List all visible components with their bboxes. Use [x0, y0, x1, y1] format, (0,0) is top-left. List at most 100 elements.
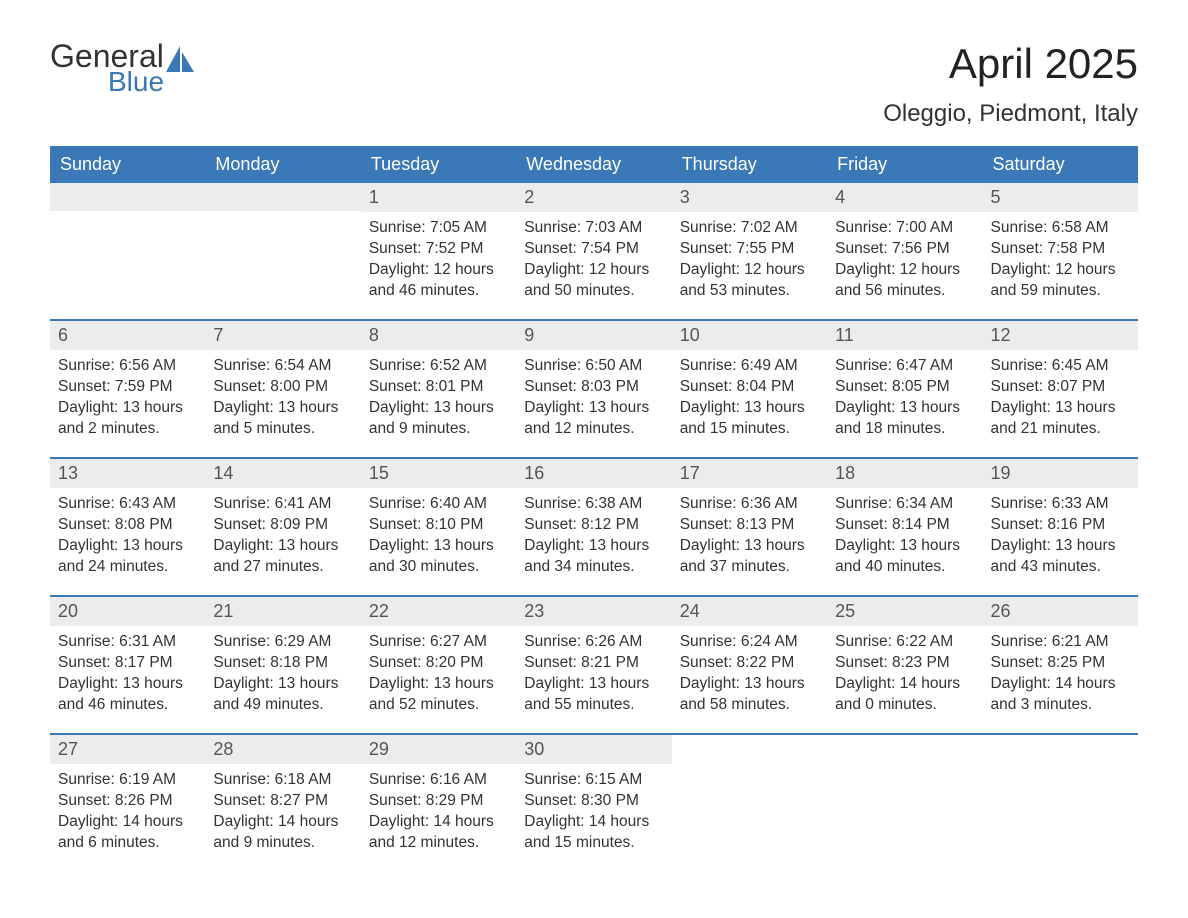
sunset-line: Sunset: 8:29 PM	[369, 791, 508, 812]
sunset-line: Sunset: 8:27 PM	[213, 791, 352, 812]
daylight-line-1: Daylight: 12 hours	[369, 260, 508, 281]
daylight-line-2: and 34 minutes.	[524, 557, 663, 578]
calendar-day-cell	[983, 735, 1138, 865]
sunrise-line: Sunrise: 6:22 AM	[835, 632, 974, 653]
day-body: Sunrise: 6:29 AMSunset: 8:18 PMDaylight:…	[205, 626, 360, 726]
sunrise-line: Sunrise: 6:54 AM	[213, 356, 352, 377]
day-body: Sunrise: 6:16 AMSunset: 8:29 PMDaylight:…	[361, 764, 516, 864]
sunset-line: Sunset: 8:30 PM	[524, 791, 663, 812]
daylight-line-1: Daylight: 12 hours	[835, 260, 974, 281]
calendar-day-cell: 4Sunrise: 7:00 AMSunset: 7:56 PMDaylight…	[827, 183, 982, 313]
sunset-line: Sunset: 8:13 PM	[680, 515, 819, 536]
calendar-day-cell: 29Sunrise: 6:16 AMSunset: 8:29 PMDayligh…	[361, 735, 516, 865]
daylight-line-1: Daylight: 13 hours	[680, 398, 819, 419]
daylight-line-1: Daylight: 13 hours	[369, 674, 508, 695]
day-number: 15	[361, 459, 516, 488]
sunset-line: Sunset: 8:17 PM	[58, 653, 197, 674]
daylight-line-1: Daylight: 12 hours	[680, 260, 819, 281]
day-number: 20	[50, 597, 205, 626]
day-body: Sunrise: 6:31 AMSunset: 8:17 PMDaylight:…	[50, 626, 205, 726]
daylight-line-2: and 27 minutes.	[213, 557, 352, 578]
calendar-week: 1Sunrise: 7:05 AMSunset: 7:52 PMDaylight…	[50, 183, 1138, 313]
calendar-day-cell: 10Sunrise: 6:49 AMSunset: 8:04 PMDayligh…	[672, 321, 827, 451]
sunset-line: Sunset: 7:58 PM	[991, 239, 1130, 260]
daylight-line-2: and 5 minutes.	[213, 419, 352, 440]
sunrise-line: Sunrise: 7:00 AM	[835, 218, 974, 239]
daylight-line-2: and 49 minutes.	[213, 695, 352, 716]
day-number: 17	[672, 459, 827, 488]
weekday-header-cell: Friday	[827, 146, 982, 183]
sunrise-line: Sunrise: 6:52 AM	[369, 356, 508, 377]
day-number: 23	[516, 597, 671, 626]
daylight-line-1: Daylight: 14 hours	[524, 812, 663, 833]
calendar-day-cell: 26Sunrise: 6:21 AMSunset: 8:25 PMDayligh…	[983, 597, 1138, 727]
sail-icon	[166, 46, 194, 77]
sunset-line: Sunset: 7:55 PM	[680, 239, 819, 260]
empty-day-number	[50, 183, 205, 211]
sunset-line: Sunset: 8:18 PM	[213, 653, 352, 674]
calendar-day-cell: 23Sunrise: 6:26 AMSunset: 8:21 PMDayligh…	[516, 597, 671, 727]
day-number: 1	[361, 183, 516, 212]
daylight-line-2: and 55 minutes.	[524, 695, 663, 716]
day-body: Sunrise: 6:18 AMSunset: 8:27 PMDaylight:…	[205, 764, 360, 864]
sunrise-line: Sunrise: 6:56 AM	[58, 356, 197, 377]
calendar-day-cell: 28Sunrise: 6:18 AMSunset: 8:27 PMDayligh…	[205, 735, 360, 865]
daylight-line-1: Daylight: 13 hours	[835, 398, 974, 419]
sunrise-line: Sunrise: 6:43 AM	[58, 494, 197, 515]
calendar-day-cell: 15Sunrise: 6:40 AMSunset: 8:10 PMDayligh…	[361, 459, 516, 589]
daylight-line-1: Daylight: 14 hours	[213, 812, 352, 833]
daylight-line-1: Daylight: 13 hours	[213, 674, 352, 695]
calendar-day-cell: 8Sunrise: 6:52 AMSunset: 8:01 PMDaylight…	[361, 321, 516, 451]
daylight-line-2: and 9 minutes.	[369, 419, 508, 440]
weekday-header-cell: Thursday	[672, 146, 827, 183]
day-body: Sunrise: 6:15 AMSunset: 8:30 PMDaylight:…	[516, 764, 671, 864]
daylight-line-1: Daylight: 13 hours	[524, 674, 663, 695]
daylight-line-1: Daylight: 13 hours	[524, 536, 663, 557]
daylight-line-2: and 6 minutes.	[58, 833, 197, 854]
day-number: 14	[205, 459, 360, 488]
sunrise-line: Sunrise: 6:47 AM	[835, 356, 974, 377]
sunset-line: Sunset: 7:52 PM	[369, 239, 508, 260]
day-body: Sunrise: 6:26 AMSunset: 8:21 PMDaylight:…	[516, 626, 671, 726]
day-body: Sunrise: 6:58 AMSunset: 7:58 PMDaylight:…	[983, 212, 1138, 312]
day-number: 5	[983, 183, 1138, 212]
day-body: Sunrise: 6:22 AMSunset: 8:23 PMDaylight:…	[827, 626, 982, 726]
daylight-line-1: Daylight: 13 hours	[680, 674, 819, 695]
daylight-line-1: Daylight: 13 hours	[369, 536, 508, 557]
daylight-line-2: and 24 minutes.	[58, 557, 197, 578]
calendar-week: 20Sunrise: 6:31 AMSunset: 8:17 PMDayligh…	[50, 595, 1138, 727]
calendar-day-cell: 1Sunrise: 7:05 AMSunset: 7:52 PMDaylight…	[361, 183, 516, 313]
day-number: 9	[516, 321, 671, 350]
day-number: 30	[516, 735, 671, 764]
calendar-day-cell	[50, 183, 205, 313]
day-body: Sunrise: 6:41 AMSunset: 8:09 PMDaylight:…	[205, 488, 360, 588]
calendar-day-cell	[827, 735, 982, 865]
logo-word-2: Blue	[108, 68, 164, 96]
calendar-day-cell: 6Sunrise: 6:56 AMSunset: 7:59 PMDaylight…	[50, 321, 205, 451]
daylight-line-1: Daylight: 13 hours	[58, 536, 197, 557]
day-number: 2	[516, 183, 671, 212]
daylight-line-2: and 3 minutes.	[991, 695, 1130, 716]
sunrise-line: Sunrise: 6:34 AM	[835, 494, 974, 515]
calendar-day-cell: 25Sunrise: 6:22 AMSunset: 8:23 PMDayligh…	[827, 597, 982, 727]
daylight-line-2: and 40 minutes.	[835, 557, 974, 578]
daylight-line-2: and 46 minutes.	[369, 281, 508, 302]
calendar-day-cell: 7Sunrise: 6:54 AMSunset: 8:00 PMDaylight…	[205, 321, 360, 451]
day-body: Sunrise: 7:03 AMSunset: 7:54 PMDaylight:…	[516, 212, 671, 312]
day-number: 29	[361, 735, 516, 764]
sunrise-line: Sunrise: 6:24 AM	[680, 632, 819, 653]
calendar-day-cell: 21Sunrise: 6:29 AMSunset: 8:18 PMDayligh…	[205, 597, 360, 727]
calendar-day-cell	[672, 735, 827, 865]
calendar-day-cell: 30Sunrise: 6:15 AMSunset: 8:30 PMDayligh…	[516, 735, 671, 865]
day-number: 22	[361, 597, 516, 626]
sunset-line: Sunset: 8:01 PM	[369, 377, 508, 398]
calendar-day-cell: 2Sunrise: 7:03 AMSunset: 7:54 PMDaylight…	[516, 183, 671, 313]
daylight-line-2: and 2 minutes.	[58, 419, 197, 440]
day-body: Sunrise: 6:45 AMSunset: 8:07 PMDaylight:…	[983, 350, 1138, 450]
empty-day-number	[205, 183, 360, 211]
daylight-line-1: Daylight: 12 hours	[991, 260, 1130, 281]
daylight-line-2: and 30 minutes.	[369, 557, 508, 578]
daylight-line-1: Daylight: 13 hours	[369, 398, 508, 419]
daylight-line-2: and 56 minutes.	[835, 281, 974, 302]
day-number: 18	[827, 459, 982, 488]
